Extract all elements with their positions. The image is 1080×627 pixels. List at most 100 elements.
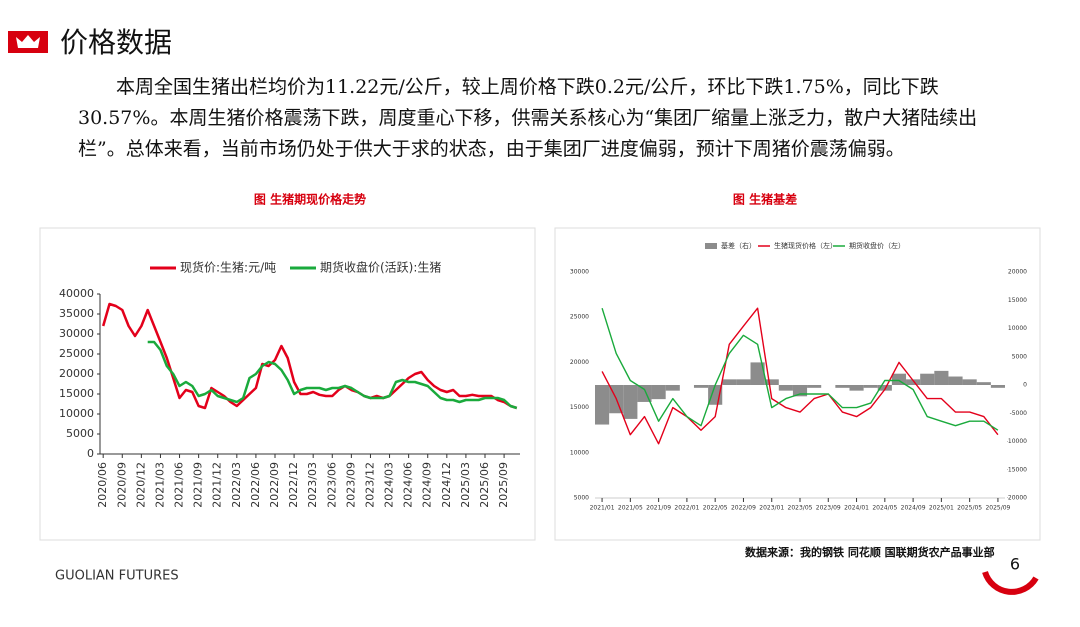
legend-label: 期货收盘价（左） [849,241,905,250]
bar [863,385,878,388]
x-tick-label: 2020/12 [134,462,147,508]
x-tick-label: 2024/03 [383,462,396,508]
brand: GUOLIAN FUTURES [55,569,179,584]
y-tick-label: 5000 [574,495,589,502]
x-tick-label: 2022/03 [230,462,243,508]
x-tick-label: 2025/06 [478,462,491,508]
x-tick-label: 2023/09 [816,505,841,512]
y-tick-label: 10000 [570,449,589,456]
x-tick-label: 2022/09 [731,505,756,512]
series-line [101,302,518,410]
x-tick-label: 2021/06 [173,462,186,508]
x-tick-label: 2021/05 [618,505,643,512]
bar [722,379,737,385]
paragraph: 本周全国生猪出栏均价为11.22元/公斤，较上周价格下跌0.2元/公斤，环比下跌… [78,76,978,160]
page-number: 6 [1010,555,1020,574]
bar [920,373,935,385]
bar [835,385,850,388]
y-tick-label: 35000 [59,307,94,320]
legend-swatch [705,243,717,249]
chart-title: 图 生猪期现价格走势 [254,192,366,207]
y2-tick-label: 15000 [1008,297,1027,304]
source-note: 数据来源：我的钢铁 同花顺 国联期货农产品事业部 [745,545,995,559]
x-tick-label: 2021/12 [211,462,224,508]
y-tick-label: 30000 [570,269,589,276]
series-line [147,340,518,410]
x-tick-label: 2023/09 [344,462,357,508]
x-tick-label: 2025/03 [459,462,472,508]
x-tick-label: 2024/09 [901,505,926,512]
bar [693,385,709,388]
y-tick-label: 10000 [59,407,94,420]
x-tick-label: 2025/01 [929,505,954,512]
x-tick-label: 2022/09 [268,462,281,508]
x-tick-label: 2022/06 [249,462,262,508]
y2-tick-label: 0 [1023,382,1027,389]
y-tick-label: 15000 [59,387,94,400]
legend-label: 期货收盘价(活跃):生猪 [320,260,441,275]
bar [736,379,751,385]
x-tick-label: 2024/06 [402,462,415,508]
page-title: 价格数据 [60,26,172,59]
x-tick-label: 2021/09 [192,462,205,508]
bar [750,362,765,385]
x-tick-label: 2023/05 [788,505,813,512]
series-line [601,307,999,445]
x-tick-label: 2024/01 [844,505,869,512]
y-tick-label: 20000 [570,359,589,366]
y-tick-label: 30000 [59,327,94,340]
y2-tick-label: 10000 [1008,325,1027,332]
chart-frame [554,227,1041,541]
bar [665,385,680,391]
decoration [982,570,1039,595]
y2-tick-label: -20000 [1006,495,1027,502]
x-tick-label: 2024/09 [421,462,434,508]
bar [948,376,963,385]
x-tick-label: 2025/09 [497,462,510,508]
x-tick-label: 2025/05 [957,505,982,512]
bar [651,385,666,400]
x-tick-label: 2021/03 [153,462,166,508]
x-tick-label: 2023/01 [759,505,784,512]
y-tick-label: 40000 [59,287,94,300]
chart-title: 图 生猪基差 [733,192,797,207]
x-tick-label: 2025/09 [985,505,1010,512]
x-tick-label: 2023/12 [363,462,376,508]
bar [934,370,949,385]
y2-tick-label: 5000 [1012,353,1027,360]
y-tick-label: 25000 [570,314,589,321]
crown-icon [16,35,40,48]
x-tick-label: 2023/06 [325,462,338,508]
x-tick-label: 2020/06 [96,462,109,508]
x-tick-label: 2022/12 [287,462,300,508]
legend-label: 基差（右） [721,241,756,250]
bar [792,385,808,397]
bar [976,382,991,385]
x-tick-label: 2022/05 [703,505,728,512]
x-tick-label: 2024/05 [872,505,897,512]
y2-tick-label: 20000 [1008,269,1027,276]
y2-tick-label: -15000 [1006,466,1027,473]
bar [623,385,638,419]
bar [990,385,1005,388]
bar [807,385,822,388]
bar [849,385,864,391]
y-tick-label: 25000 [59,347,94,360]
bar [906,379,921,385]
x-tick-label: 2021/01 [590,505,615,512]
y-tick-label: 15000 [570,404,589,411]
x-tick-label: 2023/03 [306,462,319,508]
legend-label: 生猪现货价格（左） [774,241,837,250]
x-tick-label: 2021/09 [646,505,671,512]
series-line [601,307,999,431]
y2-tick-label: -10000 [1006,438,1027,445]
y-tick-label: 0 [87,447,94,460]
bar [877,385,892,391]
bar [595,385,610,425]
legend-label: 现货价:生猪:元/吨 [180,260,276,275]
bar [778,385,793,391]
y2-tick-label: -5000 [1010,410,1028,417]
bar [764,379,779,385]
x-tick-label: 2020/09 [115,462,128,508]
